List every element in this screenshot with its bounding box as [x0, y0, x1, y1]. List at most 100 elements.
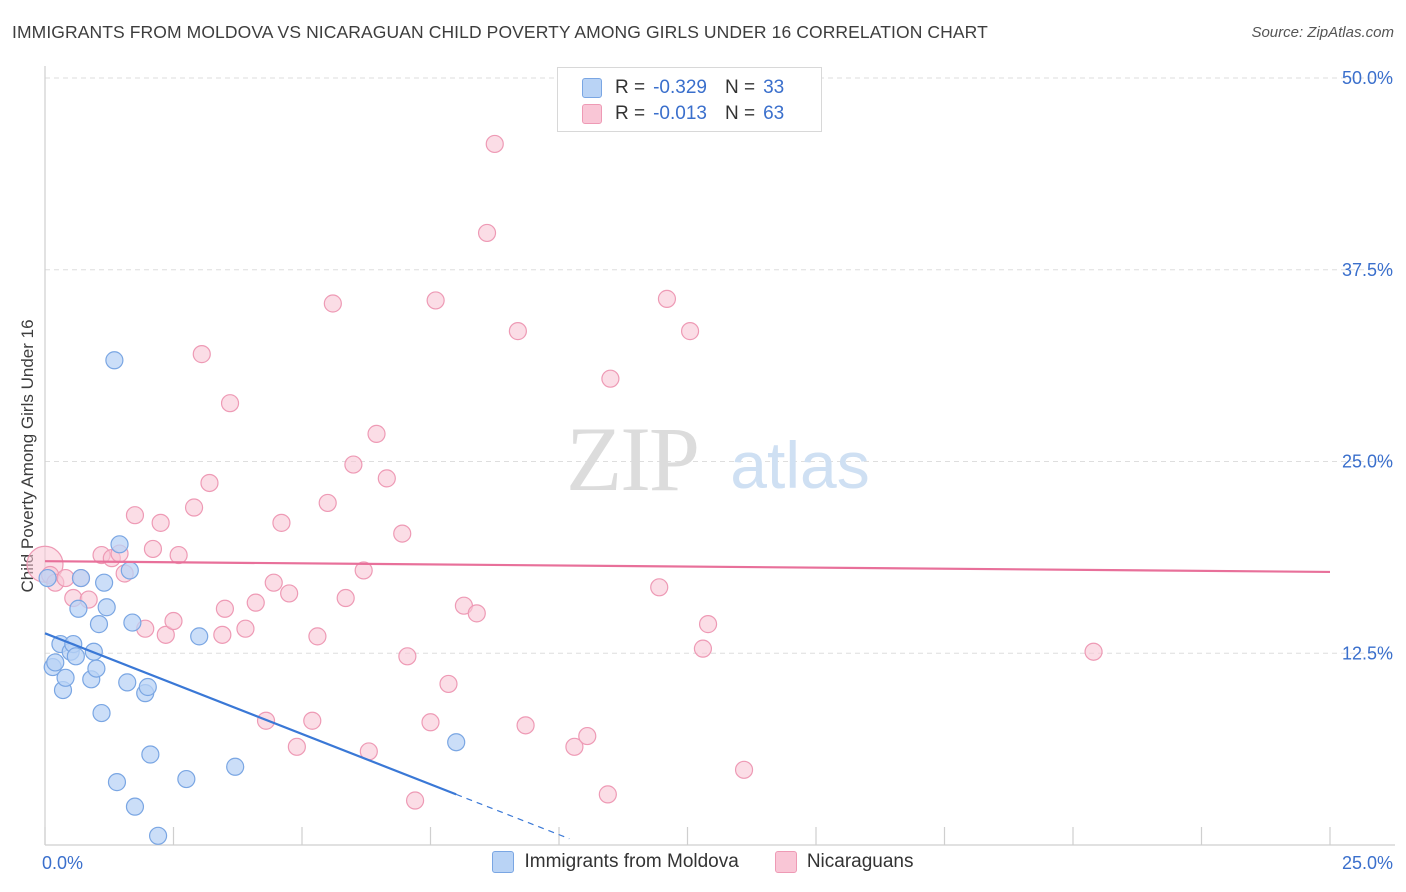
data-point-nicaraguans: [439, 674, 458, 694]
series-nicaraguans: [26, 134, 1103, 810]
y-tick-label: 37.5%: [1342, 260, 1393, 280]
data-point-moldova: [177, 769, 196, 789]
data-point-nicaraguans: [421, 713, 440, 732]
data-point-nicaraguans: [264, 573, 283, 592]
data-point-moldova: [46, 653, 65, 672]
trend-line-moldova-extension: [455, 793, 570, 840]
legend-n-label: N =: [724, 103, 756, 124]
data-point-nicaraguans: [650, 578, 669, 597]
data-point-moldova: [125, 797, 145, 816]
data-point-nicaraguans: [477, 223, 497, 243]
series-moldova: [38, 351, 466, 845]
data-point-nicaraguans: [303, 711, 322, 730]
data-point-nicaraguans: [184, 498, 204, 517]
data-point-nicaraguans: [516, 716, 535, 735]
data-point-moldova: [87, 659, 106, 678]
data-point-nicaraguans: [426, 291, 445, 310]
data-point-nicaraguans: [125, 506, 145, 525]
data-point-nicaraguans: [215, 599, 234, 618]
data-point-nicaraguans: [323, 294, 342, 313]
data-point-nicaraguans: [734, 760, 754, 779]
data-point-nicaraguans: [164, 611, 183, 631]
data-point-moldova: [110, 535, 129, 554]
x-tick-label: 0.0%: [42, 853, 83, 873]
y-tick-label: 25.0%: [1342, 452, 1393, 472]
data-point-nicaraguans: [156, 625, 175, 644]
data-point-nicaraguans: [601, 369, 620, 388]
data-point-moldova: [120, 561, 139, 580]
correlation-legend: R = -0.329 N = 33 R = -0.013 N = 63: [557, 67, 822, 132]
data-point-moldova: [92, 703, 111, 723]
tick-labels: 12.5% 25.0% 37.5% 50.0% 0.0% 25.0%: [42, 68, 1393, 873]
data-point-nicaraguans: [1084, 642, 1103, 661]
data-point-nicaraguans: [680, 322, 700, 341]
data-point-nicaraguans: [308, 627, 327, 646]
data-point-moldova: [89, 615, 109, 634]
legend-row-nicaraguans: R = -0.013 N = 63: [582, 102, 784, 126]
data-point-moldova: [71, 568, 91, 588]
data-point-moldova: [226, 757, 245, 776]
data-point-nicaraguans: [200, 473, 219, 493]
data-point-nicaraguans: [143, 539, 163, 559]
legend-row-moldova: R = -0.329 N = 33: [582, 76, 784, 100]
legend-r-value: -0.013: [653, 103, 707, 124]
data-point-nicaraguans: [56, 568, 75, 588]
data-point-nicaraguans: [485, 134, 504, 154]
data-point-moldova: [97, 598, 116, 617]
chart-title: IMMIGRANTS FROM MOLDOVA VS NICARAGUAN CH…: [12, 22, 988, 42]
watermark-zip: ZIP: [566, 408, 698, 510]
watermark: ZIP atlas: [566, 408, 870, 510]
data-point-nicaraguans: [657, 289, 677, 308]
data-point-moldova: [38, 568, 57, 588]
data-point-nicaraguans: [565, 737, 584, 756]
legend-r-label: R =: [615, 77, 646, 98]
legend-swatch-moldova: [492, 851, 515, 873]
legend-label-moldova: Immigrants from Moldova: [524, 851, 739, 872]
source-credit: Source: ZipAtlas.com: [1251, 24, 1394, 41]
data-point-moldova: [123, 613, 142, 632]
axes: [44, 66, 1395, 846]
legend-swatch-nicaraguans: [774, 851, 797, 873]
data-point-nicaraguans: [192, 345, 211, 364]
data-point-moldova: [105, 351, 124, 370]
data-point-moldova: [66, 647, 85, 666]
watermark-atlas: atlas: [730, 428, 869, 502]
y-tick-label: 12.5%: [1342, 643, 1393, 663]
data-point-nicaraguans: [377, 469, 396, 488]
data-point-nicaraguans: [318, 493, 337, 513]
data-point-moldova: [69, 599, 88, 618]
data-point-nicaraguans: [272, 513, 291, 532]
data-point-nicaraguans: [693, 639, 713, 658]
legend-item-moldova: Immigrants from Moldova: [492, 851, 739, 873]
data-point-nicaraguans: [213, 625, 232, 644]
data-point-moldova: [118, 673, 137, 692]
data-point-moldova: [190, 627, 209, 646]
legend-r-label: R =: [615, 103, 646, 124]
data-point-nicaraguans: [398, 647, 417, 666]
legend-swatch-moldova: [582, 78, 602, 98]
data-point-nicaraguans: [220, 394, 240, 413]
y-tick-label: 50.0%: [1342, 68, 1393, 88]
legend-label-nicaraguans: Nicaraguans: [806, 851, 914, 872]
data-point-nicaraguans: [508, 322, 527, 341]
data-point-nicaraguans: [280, 584, 299, 603]
data-point-nicaraguans: [169, 545, 188, 565]
legend-item-nicaraguans: Nicaraguans: [774, 851, 914, 873]
data-point-nicaraguans: [598, 785, 617, 804]
data-point-moldova: [95, 573, 114, 592]
data-point-nicaraguans: [578, 726, 597, 746]
data-point-moldova: [447, 733, 466, 752]
trend-lines: [44, 560, 1331, 840]
data-point-nicaraguans: [393, 524, 412, 543]
data-point-moldova: [107, 773, 127, 792]
data-point-nicaraguans: [344, 455, 363, 474]
legend-r-value: -0.329: [653, 77, 707, 98]
data-point-nicaraguans: [405, 791, 425, 810]
data-point-moldova: [148, 826, 168, 845]
series-legend: Immigrants from Moldova Nicaraguans: [0, 851, 1406, 873]
data-point-nicaraguans: [246, 593, 265, 612]
data-point-nicaraguans: [354, 561, 373, 580]
trend-line-nicaraguans: [44, 560, 1331, 574]
data-point-nicaraguans: [151, 513, 170, 532]
